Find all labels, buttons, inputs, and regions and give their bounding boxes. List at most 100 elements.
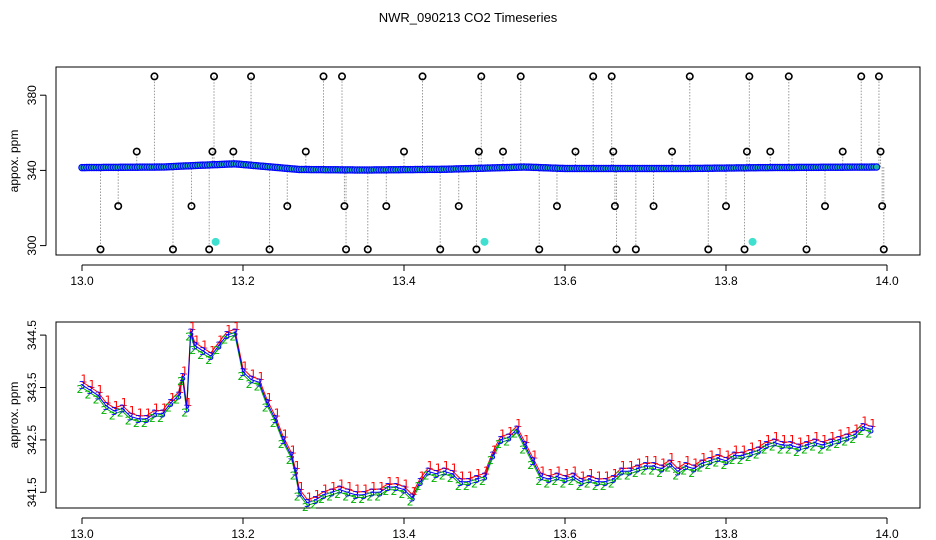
open-marker — [418, 72, 427, 81]
digit-label: 3 — [417, 476, 424, 489]
top-highlight-markers — [211, 237, 757, 246]
digit-label: 1 — [298, 480, 305, 493]
digit-label: 3 — [223, 329, 230, 342]
chart-title: NWR_090213 CO2 Timeseries — [379, 10, 558, 25]
digit-label: 3 — [465, 476, 472, 489]
digit-label: 3 — [610, 473, 617, 486]
digit-label: 2 — [729, 454, 736, 467]
digit-label: 2 — [680, 464, 687, 477]
digit-label: 1 — [314, 488, 321, 501]
digit-label: 2 — [640, 464, 647, 477]
digit-label: 1 — [354, 483, 361, 496]
digit-label: 2 — [109, 409, 116, 422]
digit-label: 1 — [644, 454, 651, 467]
digit-label: 1 — [523, 433, 530, 446]
series-line — [81, 331, 872, 504]
digit-label: 3 — [787, 439, 794, 452]
digit-label: 1 — [869, 417, 876, 430]
x-tick-label: 14.0 — [875, 527, 899, 540]
digit-label: 1 — [145, 407, 152, 420]
digit-label: 1 — [459, 470, 466, 483]
digit-label: 1 — [628, 459, 635, 472]
open-marker — [668, 147, 677, 156]
digit-label: 2 — [181, 407, 188, 420]
digit-label: 3 — [457, 476, 464, 489]
digit-label: 3 — [529, 455, 536, 468]
digit-label: 2 — [745, 451, 752, 464]
series-line — [81, 334, 872, 506]
y-tick-label: 343.5 — [25, 372, 39, 402]
digit-label: 2 — [415, 480, 422, 493]
open-marker — [205, 245, 214, 254]
digit-label: 3 — [87, 384, 94, 397]
digit-label: 2 — [857, 425, 864, 438]
digit-label: 3 — [666, 458, 673, 471]
digit-label: 1 — [346, 480, 353, 493]
digit-label: 1 — [266, 391, 273, 404]
digit-label: 2 — [125, 415, 132, 428]
digit-label: 1 — [225, 323, 232, 336]
digit-label: 1 — [491, 443, 498, 456]
digit-label: 2 — [310, 498, 317, 511]
digit-label: 3 — [650, 460, 657, 473]
digit-label: 3 — [328, 486, 335, 499]
digit-label: 1 — [105, 394, 112, 407]
open-marker — [247, 72, 256, 81]
baseline-marker — [872, 163, 881, 171]
series-line — [81, 328, 872, 501]
digit-label: 1 — [181, 365, 188, 378]
digit-label: 3 — [103, 400, 110, 413]
digit-label: 3 — [143, 413, 150, 426]
digit-label: 2 — [447, 472, 454, 485]
digit-label: 1 — [233, 320, 240, 333]
top-series — [78, 160, 881, 174]
digit-label: 1 — [797, 436, 804, 449]
digit-label: 3 — [513, 423, 520, 436]
digit-label: 3 — [795, 442, 802, 455]
digit-label: 1 — [209, 344, 216, 357]
digit-label: 3 — [280, 434, 287, 447]
digit-label: 2 — [101, 404, 108, 417]
x-tick-label: 13.2 — [231, 274, 255, 288]
digit-label: 1 — [306, 491, 313, 504]
digit-label: 2 — [189, 344, 196, 357]
digit-label: 2 — [753, 449, 760, 462]
open-marker — [607, 72, 616, 81]
digit-label: 2 — [85, 388, 92, 401]
digit-label: 1 — [129, 404, 136, 417]
digit-label: 3 — [183, 403, 190, 416]
digit-label: 2 — [519, 443, 526, 456]
open-marker — [649, 202, 658, 211]
digit-label: 1 — [805, 433, 812, 446]
digit-label: 1 — [427, 459, 434, 472]
open-marker — [704, 245, 713, 254]
digit-label: 3 — [827, 437, 834, 450]
digit-label: 1 — [395, 475, 402, 488]
digit-label: 1 — [483, 464, 490, 477]
digit-label: 1 — [668, 451, 675, 464]
digit-label: 1 — [419, 470, 426, 483]
digit-label: 2 — [479, 475, 486, 488]
digit-label: 3 — [231, 327, 238, 340]
digit-label: 2 — [185, 331, 192, 344]
digit-label: 1 — [636, 456, 643, 469]
digit-label: 1 — [189, 320, 196, 333]
digit-label: 3 — [690, 463, 697, 476]
digit-label: 2 — [455, 480, 462, 493]
open-marker — [631, 245, 640, 254]
digit-label: 2 — [213, 344, 220, 357]
open-marker — [208, 147, 217, 156]
digit-label: 2 — [785, 443, 792, 456]
digit-label: 3 — [771, 437, 778, 450]
open-marker — [609, 147, 618, 156]
digit-label: 2 — [366, 491, 373, 504]
open-marker — [838, 147, 847, 156]
digit-label: 2 — [535, 475, 542, 488]
digit-label: 3 — [433, 468, 440, 481]
digit-label: 2 — [592, 480, 599, 493]
digit-label: 2 — [238, 370, 245, 383]
x-tick-label: 14.0 — [875, 274, 899, 288]
digit-label: 2 — [229, 331, 236, 344]
digit-label: 2 — [278, 438, 285, 451]
open-marker — [399, 147, 408, 156]
